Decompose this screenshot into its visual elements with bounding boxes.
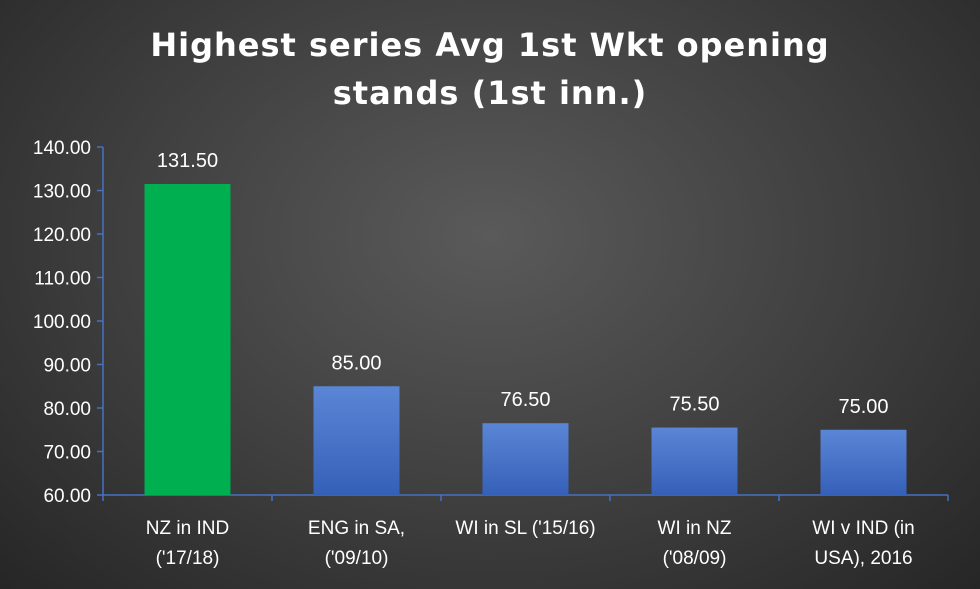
y-tick-label: 80.00 [43, 399, 91, 420]
y-tick-label: 100.00 [33, 312, 91, 333]
x-tick-label: WI v IND (in [812, 518, 914, 539]
data-label: 85.00 [331, 352, 381, 374]
x-tick-label: USA), 2016 [814, 548, 912, 569]
x-tick-label: ENG in SA, [308, 518, 405, 539]
y-tick-label: 90.00 [43, 356, 91, 377]
data-label: 76.50 [500, 389, 550, 411]
bar [821, 430, 907, 495]
y-tick-label: 130.00 [33, 182, 91, 203]
x-tick-label: NZ in IND [146, 518, 229, 539]
y-tick-label: 70.00 [43, 443, 91, 464]
data-label: 75.00 [838, 396, 888, 418]
bar [652, 428, 738, 495]
bar [314, 386, 400, 495]
x-tick-label: ('08/09) [663, 548, 727, 569]
y-tick-label: 120.00 [33, 225, 91, 246]
bar [483, 423, 569, 495]
x-tick-label: WI in SL ('15/16) [455, 518, 595, 539]
x-tick-label: ('09/10) [325, 548, 389, 569]
data-label: 131.50 [157, 150, 218, 172]
y-tick-label: 60.00 [43, 486, 91, 507]
y-tick-label: 140.00 [33, 138, 91, 159]
bar [145, 184, 231, 495]
data-label: 75.50 [669, 394, 719, 416]
y-tick-label: 110.00 [34, 269, 91, 290]
x-tick-label: WI in NZ [658, 518, 732, 539]
x-tick-label: ('17/18) [156, 548, 220, 569]
